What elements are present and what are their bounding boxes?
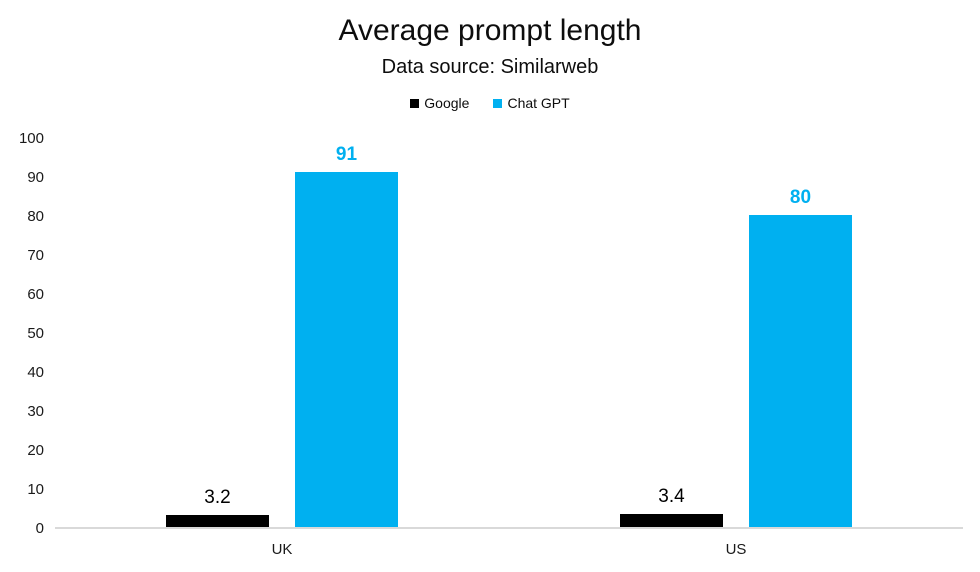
legend: Google Chat GPT (0, 95, 980, 111)
bar-value-chatgpt-us: 80 (789, 187, 812, 208)
chart-title: Average prompt length (338, 14, 642, 47)
y-tick-label: 10 (27, 481, 44, 498)
plot-area: 0 10 20 30 40 50 60 70 80 90 100 3.2 91 3.4 80 (0, 130, 980, 537)
bar-slot-chatgpt-us: 80 (749, 139, 852, 527)
y-tick-label: 80 (27, 208, 44, 225)
y-tick-label: 50 (27, 325, 44, 342)
bar-slot-google-us: 3.4 (620, 139, 723, 527)
y-tick-label: 100 (18, 130, 44, 147)
y-tick-label: 60 (27, 286, 44, 303)
chart-subtitle: Data source: Similarweb (381, 56, 599, 78)
y-tick-label: 0 (35, 520, 44, 537)
y-tick-label: 20 (27, 442, 44, 459)
y-axis: 0 10 20 30 40 50 60 70 80 90 100 (0, 130, 44, 537)
y-tick-label: 70 (27, 247, 44, 264)
x-axis-label-us: US (725, 541, 747, 558)
legend-label-google: Google (424, 95, 470, 111)
legend-label-chatgpt: Chat GPT (507, 95, 570, 111)
y-tick-label: 90 (27, 169, 44, 186)
legend-swatch-google-icon (410, 98, 420, 108)
y-tick-label: 40 (27, 364, 44, 381)
bar-value-chatgpt-uk: 91 (335, 144, 358, 166)
legend-item-chatgpt[interactable]: Chat GPT (493, 95, 570, 111)
bar-slot-google-uk: 3.2 (166, 139, 269, 527)
bar-chatgpt-us[interactable] (749, 215, 852, 527)
category-group-uk: 3.2 91 (55, 139, 509, 527)
bar-google-us[interactable] (620, 513, 723, 527)
bar-value-google-us: 3.4 (658, 485, 685, 507)
legend-swatch-chatgpt-icon (493, 98, 503, 108)
x-axis-label-uk: UK (271, 541, 293, 558)
bar-chatgpt-uk[interactable] (295, 172, 398, 527)
bar-value-google-uk: 3.2 (204, 486, 231, 508)
bar-google-uk[interactable] (166, 514, 269, 527)
plot-grid: 3.2 91 3.4 80 (55, 139, 963, 529)
category-group-us: 3.4 80 (509, 139, 963, 527)
bar-slot-chatgpt-uk: 91 (295, 139, 398, 527)
legend-item-google[interactable]: Google (410, 95, 469, 111)
y-tick-label: 30 (27, 403, 44, 420)
x-axis: UK US (55, 541, 963, 558)
